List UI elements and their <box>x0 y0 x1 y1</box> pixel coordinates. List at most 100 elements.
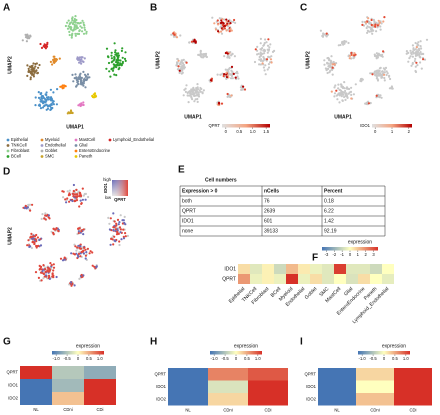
heatmap-cell <box>84 366 116 379</box>
umap-point <box>82 103 85 107</box>
umap-point <box>107 61 111 65</box>
umap-point <box>41 101 44 104</box>
umap-point <box>66 197 69 200</box>
umap-point <box>343 87 346 90</box>
umap-point <box>190 96 193 99</box>
umap-point <box>120 49 123 53</box>
umap-point <box>232 20 235 23</box>
umap-point <box>117 68 120 71</box>
heatmap-cell <box>370 264 382 274</box>
umap-point <box>268 46 271 49</box>
umap-point <box>49 60 53 64</box>
legend-swatch <box>40 149 44 153</box>
panel-label: C <box>300 3 307 14</box>
umap-point <box>176 68 179 71</box>
umap-point <box>69 27 72 31</box>
umap-point <box>124 223 127 226</box>
umap-point <box>417 41 420 44</box>
table-cell: none <box>182 228 193 234</box>
umap-point <box>226 92 229 96</box>
umap-point <box>378 21 382 24</box>
umap-point <box>77 32 81 36</box>
umap-point <box>69 281 72 284</box>
umap-point <box>81 19 84 22</box>
umap-point <box>51 101 54 104</box>
table-cell: IDO1 <box>182 218 194 224</box>
colorbar-title: IDO1 <box>360 123 370 128</box>
umap-point <box>380 54 383 57</box>
umap-point <box>59 257 63 260</box>
umap-point <box>44 44 48 47</box>
umap-point <box>77 231 80 235</box>
legend-label: Paneth <box>79 154 93 159</box>
umap-point <box>219 30 223 33</box>
heatmap-cell <box>84 379 116 392</box>
umap-point <box>29 35 32 38</box>
umap-point <box>75 188 78 191</box>
umap-point <box>381 70 384 73</box>
umap-point <box>47 214 51 217</box>
umap-point <box>233 18 236 22</box>
umap-point <box>408 57 411 60</box>
umap-point <box>49 88 53 91</box>
umap-point <box>32 62 35 65</box>
y-axis-label: UMAP2 <box>7 227 13 245</box>
colorbar-tick-label: 3 <box>372 252 375 257</box>
umap-point <box>259 37 262 41</box>
umap-point <box>266 44 270 47</box>
panel-label: D <box>3 167 10 178</box>
umap-point <box>112 243 115 246</box>
umap-point <box>259 63 262 66</box>
umap-point <box>68 22 71 26</box>
umap-point <box>110 57 113 60</box>
umap-point <box>267 63 270 66</box>
umap-point <box>64 85 67 88</box>
umap-point <box>383 76 386 80</box>
umap-point <box>350 86 353 89</box>
umap-point <box>333 63 336 66</box>
umap-point <box>80 104 83 107</box>
heatmap-cell <box>334 264 346 274</box>
legend-label: Epithelial <box>11 137 28 142</box>
row-label: IDO1 <box>224 266 236 272</box>
umap-point <box>84 254 87 257</box>
umap-point <box>419 61 422 64</box>
umap-point <box>228 30 231 33</box>
umap-point <box>64 24 67 28</box>
column-label: Glial <box>343 286 354 297</box>
umap-point <box>41 270 44 273</box>
umap-point <box>77 227 80 230</box>
umap-point <box>365 102 368 105</box>
umap-point <box>191 93 195 96</box>
heatmap-cell <box>382 274 394 284</box>
umap-point <box>73 284 76 287</box>
umap-point <box>75 76 78 79</box>
umap-point <box>243 88 247 91</box>
umap-point <box>75 85 78 88</box>
table-cell: both <box>182 198 192 204</box>
umap-point <box>82 233 85 236</box>
colorbar-tick-label: 1.0 <box>97 356 103 361</box>
umap-point <box>229 73 232 76</box>
umap-point <box>62 196 65 199</box>
umap-point <box>379 28 382 31</box>
heatmap-cell <box>238 264 250 274</box>
umap-point <box>376 53 380 56</box>
umap-point <box>76 78 79 81</box>
umap-point <box>124 51 127 54</box>
umap-point <box>196 97 199 101</box>
colorbar-tick-label: 0.5 <box>244 356 250 361</box>
umap-point <box>233 55 236 58</box>
inset-label: QPRT <box>114 197 126 202</box>
umap-point <box>38 63 41 67</box>
umap-point <box>258 58 261 61</box>
umap-point <box>345 40 348 43</box>
legend-swatch <box>40 155 44 158</box>
umap-point <box>111 69 115 72</box>
umap-point <box>425 38 429 41</box>
column-label: CDni <box>63 407 72 412</box>
umap-point <box>80 202 83 205</box>
umap-point <box>55 103 59 106</box>
umap-point <box>331 63 334 66</box>
